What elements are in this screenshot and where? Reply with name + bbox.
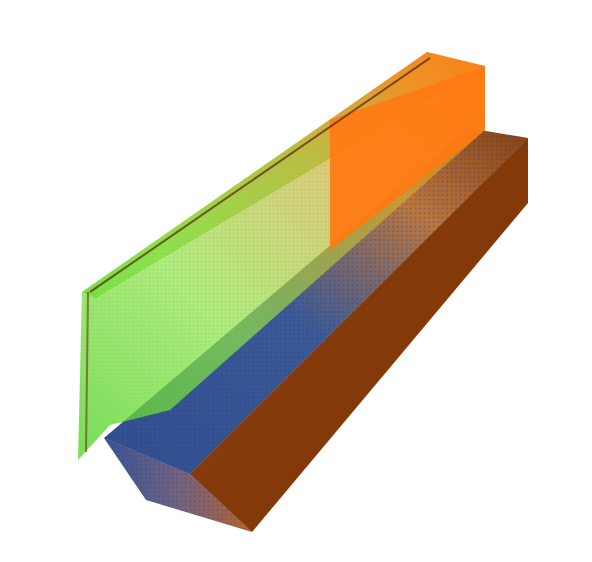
left-wall-vertical-edge [85,291,89,453]
lower-slab-top-dots [104,128,528,474]
left-wall [78,52,485,460]
left-wall-orange-dots [330,66,485,250]
lower-slab-side-dots [190,138,528,532]
lower-slab [104,128,528,532]
left-wall-dark-edge [89,57,431,293]
lower-slab-front-dots [104,438,252,532]
